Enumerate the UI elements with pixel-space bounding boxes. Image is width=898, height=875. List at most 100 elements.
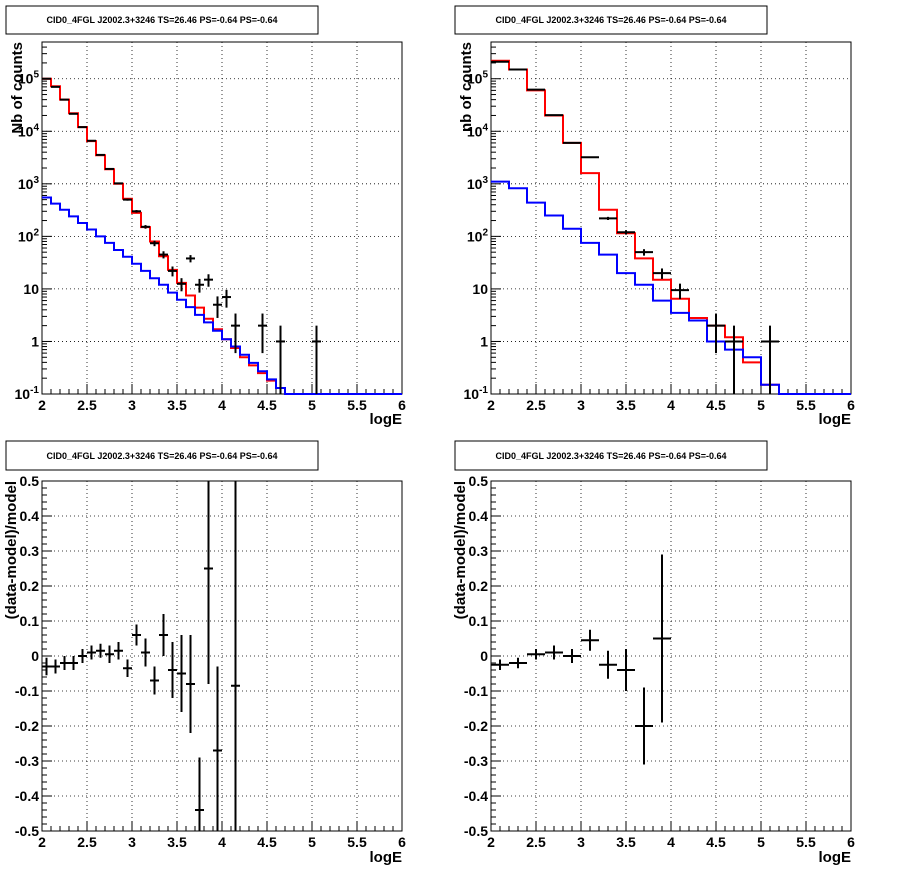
x-tick-label: 4 [667, 834, 675, 850]
panel-residuals-left: CID0_4FGL J2002.3+3246 TS=26.46 PS=-0.64… [3, 440, 406, 866]
y-tick-label: 0.4 [20, 508, 40, 524]
data-point [599, 650, 617, 679]
data-point [231, 313, 240, 354]
title-box [454, 440, 768, 471]
data-point [96, 153, 105, 156]
data-point [653, 554, 671, 723]
data-point [123, 198, 132, 201]
y-axis-label: (data-model)/model [452, 481, 469, 619]
x-tick-label: 4.5 [706, 397, 726, 413]
x-tick-label: 5.5 [796, 397, 816, 413]
x-tick-label: 2.5 [77, 834, 97, 850]
data-point [159, 614, 168, 656]
x-tick-label: 2.5 [526, 397, 546, 413]
y-tick-label: -0.3 [15, 753, 39, 769]
x-tick-label: 4.5 [706, 834, 726, 850]
data-point [563, 649, 581, 663]
data-point [213, 296, 222, 318]
panel-counts-right: CID0_4FGL J2002.3+3246 TS=26.46 PS=-0.64… [454, 5, 855, 428]
data-point [114, 182, 123, 185]
y-tick-label: 102 [467, 227, 489, 244]
y-axis-label: nb of counts [458, 42, 475, 132]
y-tick-label: 103 [18, 175, 40, 192]
data-point [231, 481, 240, 831]
axis-ticks: 2 2.5 3 3.5 4 4.5 5 5.5 6 -0.5 -0.4 -0.3 -0.2 -0.1 0 0.… [464, 473, 855, 850]
data-point [213, 666, 222, 831]
title-box [5, 5, 319, 35]
grid [491, 481, 851, 831]
data-point [491, 659, 509, 670]
x-tick-label: 5 [757, 834, 765, 850]
y-tick-label: 0.2 [469, 578, 489, 594]
data-points [491, 60, 779, 394]
data-point [276, 325, 285, 394]
data-point [635, 687, 653, 765]
grid [42, 481, 402, 831]
y-tick-label: -0.1 [464, 683, 488, 699]
data-point [177, 635, 186, 712]
x-tick-label: 5.5 [347, 397, 367, 413]
data-point [222, 289, 231, 308]
x-tick-label: 5 [757, 397, 765, 413]
x-tick-label: 3 [577, 834, 585, 850]
data-point [195, 757, 204, 831]
data-point [509, 657, 527, 669]
x-tick-label: 5.5 [796, 834, 816, 850]
x-tick-label: 3 [577, 397, 585, 413]
y-tick-label: 104 [18, 122, 40, 139]
y-tick-label: 103 [467, 175, 489, 192]
data-point [563, 141, 581, 144]
data-point [123, 659, 132, 677]
y-tick-label: 0.2 [20, 578, 40, 594]
x-tick-label: 2.5 [526, 834, 546, 850]
x-tick-label: 4 [218, 834, 226, 850]
axis-ticks: 2 2.5 3 3.5 4 4.5 5 5.5 6 -0.5 -0.4 -0.3 -0.2 -0.1 0 0.… [15, 473, 406, 850]
x-axis-label: logE [819, 411, 852, 428]
data-point [671, 283, 689, 300]
x-tick-label: 2 [38, 397, 46, 413]
panel-title: CID0_4FGL J2002.3+3246 TS=26.46 PS=-0.64… [47, 451, 278, 461]
data-point [581, 156, 599, 159]
panel-residuals-right: CID0_4FGL J2002.3+3246 TS=26.46 PS=-0.64… [452, 440, 855, 866]
data-point [51, 659, 60, 674]
x-tick-label: 2 [38, 834, 46, 850]
x-axis-label: logE [370, 849, 403, 866]
data-point [177, 278, 186, 292]
x-tick-label: 2 [487, 834, 495, 850]
data-point [96, 643, 105, 658]
y-tick-label: 1 [31, 333, 39, 349]
data-point [186, 255, 195, 263]
data-point [141, 638, 150, 667]
data-point [42, 657, 51, 676]
x-tick-label: 3.5 [616, 834, 636, 850]
y-tick-label: 104 [467, 122, 489, 139]
x-tick-label: 4 [218, 397, 226, 413]
y-tick-label: 102 [18, 227, 40, 244]
y-tick-label: -0.2 [15, 718, 39, 734]
y-tick-label: 10-1 [15, 385, 40, 402]
y-tick-label: 0.3 [469, 543, 489, 559]
data-point [186, 635, 195, 733]
data-point [204, 274, 213, 287]
panel-counts-left: CID0_4FGL J2002.3+3246 TS=26.46 PS=-0.64… [5, 5, 406, 428]
data-points [42, 77, 321, 394]
axis-ticks: 2 2.5 3 3.5 4 4.5 5 5.5 6 10-1 1 10 102 103 104 105 [464, 46, 855, 413]
panel-title: CID0_4FGL J2002.3+3246 TS=26.46 PS=-0.64… [47, 15, 278, 25]
data-point [168, 642, 177, 698]
data-point [545, 645, 563, 660]
data-point [150, 240, 159, 247]
data-point [105, 167, 114, 170]
y-tick-label: 0 [31, 648, 39, 664]
data-point [312, 325, 321, 394]
y-tick-label: 105 [467, 70, 489, 87]
data-point [105, 645, 114, 663]
title-box [5, 440, 319, 471]
x-tick-label: 4.5 [257, 397, 277, 413]
x-tick-label: 3.5 [167, 397, 187, 413]
y-tick-label: -0.4 [464, 788, 488, 804]
y-tick-label: 0.1 [469, 613, 489, 629]
data-point [204, 481, 213, 684]
data-point [258, 313, 267, 354]
x-tick-label: 5 [308, 397, 316, 413]
